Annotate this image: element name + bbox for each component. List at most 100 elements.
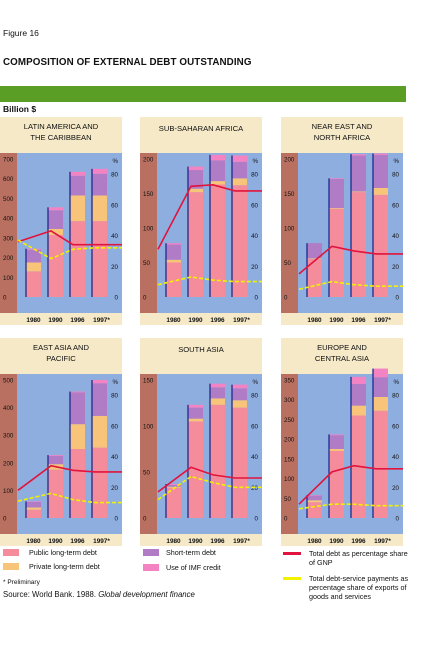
left-tick-label: 0 xyxy=(143,295,147,302)
legend-swatch-public xyxy=(3,549,19,556)
bar-segment-public xyxy=(92,447,107,518)
right-tick-label: 60 xyxy=(111,423,118,430)
right-tick-label: 0 xyxy=(255,295,259,302)
line-debt-service xyxy=(17,239,122,260)
bar-segment-short-term xyxy=(210,387,225,399)
x-tick-label: 1980 xyxy=(166,317,181,324)
unit-label: Billion $ xyxy=(3,104,37,114)
chart-title-line: SOUTH ASIA xyxy=(178,345,225,354)
bar-segment-private xyxy=(92,415,107,448)
bar-segment-short-term xyxy=(307,495,322,501)
right-tick-label: 80 xyxy=(392,172,399,179)
x-tick-label: 1996 xyxy=(70,317,85,324)
right-tick-label: 20 xyxy=(392,264,399,271)
left-tick-label: 500 xyxy=(3,378,14,385)
right-tick-label: 40 xyxy=(392,233,399,240)
x-tick-label: 1996 xyxy=(210,538,225,545)
right-tick-label: 80 xyxy=(251,393,258,400)
bar-segment-public xyxy=(92,221,107,297)
left-tick-label: 500 xyxy=(3,196,14,203)
x-tick-label: 1990 xyxy=(48,317,63,324)
chart-east-asia: EAST ASIA ANDPACIFIC5004003002001000%806… xyxy=(0,338,122,546)
line-debt-service xyxy=(17,492,122,504)
left-tick-label: 300 xyxy=(3,235,14,242)
right-tick-label: 60 xyxy=(251,423,258,430)
right-tick-label: 40 xyxy=(251,454,258,461)
line-total-debt-gnp xyxy=(17,230,122,246)
legend-swatch-private xyxy=(3,563,19,570)
bar-segment-private xyxy=(210,181,225,185)
left-tick-label: 150 xyxy=(143,191,154,198)
left-tick-label: 200 xyxy=(284,157,295,164)
x-tick-label: 1996 xyxy=(351,538,366,545)
bar-segment-public xyxy=(166,262,181,297)
bar-segment-private xyxy=(373,396,388,411)
x-tick-label: 1997* xyxy=(93,538,110,545)
bar-segment-public xyxy=(232,407,247,518)
chart-panel-sub-saharan-africa: SUB-SAHARAN AFRICA 200 150 100 50 0% 80 60 40 20 0… xyxy=(140,117,262,325)
bar-segment-imf xyxy=(329,178,344,180)
bar-segment-imf xyxy=(70,391,85,393)
right-axis-unit: % xyxy=(252,158,258,165)
bar-segment-short-term xyxy=(351,155,366,192)
bar-segment-short-term xyxy=(329,179,344,208)
bar-segment-public xyxy=(70,449,85,518)
bar-segment-imf xyxy=(210,383,225,388)
bar-segment-short-term xyxy=(373,377,388,397)
bar-segment-public xyxy=(210,404,225,518)
right-tick-label: 80 xyxy=(392,393,399,400)
chart-panel-near-east: NEAR EAST AND NORTH AFRICA 200 150 100 50 0% 80… xyxy=(281,117,403,325)
x-tick-label: 1997* xyxy=(374,317,391,324)
bar-segment-private xyxy=(26,262,41,272)
bar-segment-private xyxy=(210,398,225,405)
left-tick-label: 400 xyxy=(3,405,14,412)
x-tick-label: 1990 xyxy=(48,538,63,545)
right-axis-unit: % xyxy=(112,379,118,386)
left-tick-label: 100 xyxy=(284,226,295,233)
left-tick-label: 700 xyxy=(3,157,14,164)
bar-segment-public xyxy=(26,271,41,297)
left-tick-label: 300 xyxy=(3,433,14,440)
right-tick-label: 20 xyxy=(111,264,118,271)
bar-segment-imf xyxy=(188,404,203,408)
bar-segment-private xyxy=(188,188,203,193)
bar-segment-short-term xyxy=(188,407,203,419)
legend-line-debt-service xyxy=(283,577,301,580)
x-axis-band xyxy=(140,313,262,325)
chart-title-line: SUB-SAHARAN AFRICA xyxy=(159,124,244,133)
bar-segment-short-term xyxy=(70,175,85,196)
left-tick-label: 600 xyxy=(3,176,14,183)
left-tick-label: 0 xyxy=(3,295,7,302)
bar-segment-private xyxy=(48,228,63,235)
left-tick-label: 200 xyxy=(143,157,154,164)
bar-segment-public xyxy=(26,509,41,518)
legend-line-gnp xyxy=(283,552,301,555)
bar-segment-imf xyxy=(166,483,181,485)
bar-segment-short-term xyxy=(373,154,388,188)
bar-segment-private xyxy=(232,178,247,186)
bar-segment-private xyxy=(329,449,344,451)
bar-segment-private xyxy=(166,259,181,263)
chart-title-line: NORTH AFRICA xyxy=(314,133,371,142)
x-tick-label: 1980 xyxy=(166,538,181,545)
x-axis-band xyxy=(0,534,122,546)
left-tick-label: 200 xyxy=(3,460,14,467)
left-tick-label: 150 xyxy=(143,378,154,385)
legend-swatch-short-term xyxy=(143,549,159,556)
bar-segment-short-term xyxy=(26,249,41,263)
bar-segment-imf xyxy=(232,155,247,162)
bar-segment-public xyxy=(329,208,344,297)
legend-label-debt-service: Total debt-service payments as percentag… xyxy=(309,574,409,601)
legend-swatch-imf xyxy=(143,564,159,571)
x-tick-label: 1996 xyxy=(210,317,225,324)
chart-title-line: THE CARIBBEAN xyxy=(30,133,91,142)
line-total-debt-gnp xyxy=(298,464,403,505)
title-rule xyxy=(0,86,406,102)
x-tick-label: 1990 xyxy=(329,317,344,324)
line-total-debt-gnp xyxy=(298,245,403,275)
right-tick-label: 20 xyxy=(251,264,258,271)
left-axis-strip xyxy=(140,374,157,534)
x-axis-band xyxy=(0,313,122,325)
line-total-debt-gnp xyxy=(157,466,262,493)
line-debt-service xyxy=(298,503,403,510)
